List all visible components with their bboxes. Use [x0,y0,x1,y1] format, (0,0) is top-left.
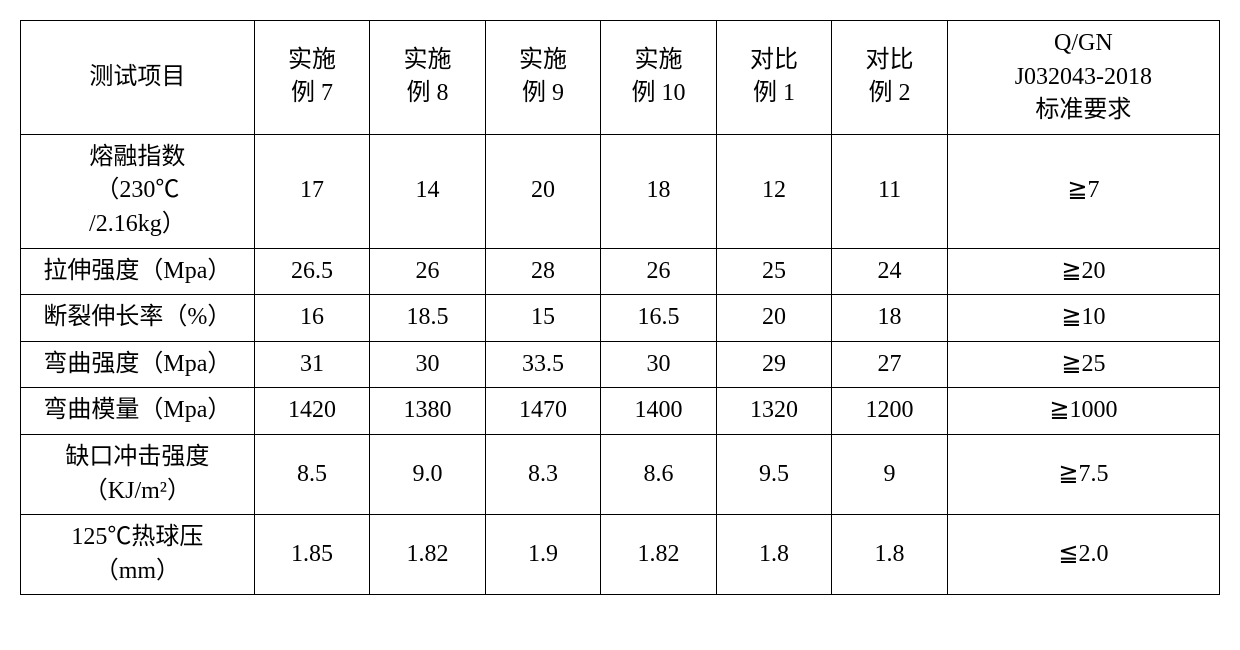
cell: 20 [716,295,832,342]
cell: 30 [370,341,486,388]
cell: 1470 [485,388,601,435]
cell: 30 [601,341,717,388]
cell: 9.5 [716,434,832,514]
cell: 9.0 [370,434,486,514]
cell: 1380 [370,388,486,435]
table-header-row: 测试项目 实施例 7 实施例 8 实施例 9 实施例 10 对比例 1 对比例 … [21,21,1220,135]
cell: 1.8 [832,515,948,595]
cell: 1400 [601,388,717,435]
row-label: 熔融指数（230℃/2.16kg） [21,134,255,248]
cell: ≧20 [947,248,1219,295]
cell: 1.85 [254,515,370,595]
table-row: 弯曲强度（Mpa） 31 30 33.5 30 29 27 ≧25 [21,341,1220,388]
cell: 1200 [832,388,948,435]
cell: 16.5 [601,295,717,342]
cell: ≦2.0 [947,515,1219,595]
header-cell: 实施例 10 [601,21,717,135]
cell: 1420 [254,388,370,435]
cell: 1.8 [716,515,832,595]
cell: 20 [485,134,601,248]
table-row: 拉伸强度（Mpa） 26.5 26 28 26 25 24 ≧20 [21,248,1220,295]
cell: 31 [254,341,370,388]
table-row: 熔融指数（230℃/2.16kg） 17 14 20 18 12 11 ≧7 [21,134,1220,248]
cell: 9 [832,434,948,514]
header-cell: 实施例 7 [254,21,370,135]
cell: 1320 [716,388,832,435]
cell: 26 [370,248,486,295]
row-label: 拉伸强度（Mpa） [21,248,255,295]
table-row: 弯曲模量（Mpa） 1420 1380 1470 1400 1320 1200 … [21,388,1220,435]
row-label: 缺口冲击强度（KJ/m²） [21,434,255,514]
cell: 17 [254,134,370,248]
cell: ≧7.5 [947,434,1219,514]
cell: 16 [254,295,370,342]
table-row: 缺口冲击强度（KJ/m²） 8.5 9.0 8.3 8.6 9.5 9 ≧7.5 [21,434,1220,514]
data-table: 测试项目 实施例 7 实施例 8 实施例 9 实施例 10 对比例 1 对比例 … [20,20,1220,595]
cell: 15 [485,295,601,342]
cell: 8.3 [485,434,601,514]
cell: ≧10 [947,295,1219,342]
cell: 25 [716,248,832,295]
row-label: 弯曲模量（Mpa） [21,388,255,435]
cell: 14 [370,134,486,248]
cell: ≧7 [947,134,1219,248]
row-label: 125℃热球压（mm） [21,515,255,595]
header-cell: 实施例 9 [485,21,601,135]
cell: 33.5 [485,341,601,388]
cell: 1.82 [370,515,486,595]
cell: 28 [485,248,601,295]
cell: 1.82 [601,515,717,595]
cell: 8.5 [254,434,370,514]
cell: 24 [832,248,948,295]
row-label: 断裂伸长率（%） [21,295,255,342]
header-cell: 测试项目 [21,21,255,135]
cell: 8.6 [601,434,717,514]
cell: 18 [832,295,948,342]
table-row: 125℃热球压（mm） 1.85 1.82 1.9 1.82 1.8 1.8 ≦… [21,515,1220,595]
cell: 18 [601,134,717,248]
cell: ≧25 [947,341,1219,388]
cell: 1.9 [485,515,601,595]
cell: 18.5 [370,295,486,342]
cell: 27 [832,341,948,388]
header-cell: 对比例 1 [716,21,832,135]
cell: 11 [832,134,948,248]
header-cell: Q/GNJ032043-2018标准要求 [947,21,1219,135]
header-cell: 对比例 2 [832,21,948,135]
cell: 12 [716,134,832,248]
row-label: 弯曲强度（Mpa） [21,341,255,388]
cell: 26.5 [254,248,370,295]
table-row: 断裂伸长率（%） 16 18.5 15 16.5 20 18 ≧10 [21,295,1220,342]
header-cell: 实施例 8 [370,21,486,135]
cell: 26 [601,248,717,295]
cell: ≧1000 [947,388,1219,435]
cell: 29 [716,341,832,388]
